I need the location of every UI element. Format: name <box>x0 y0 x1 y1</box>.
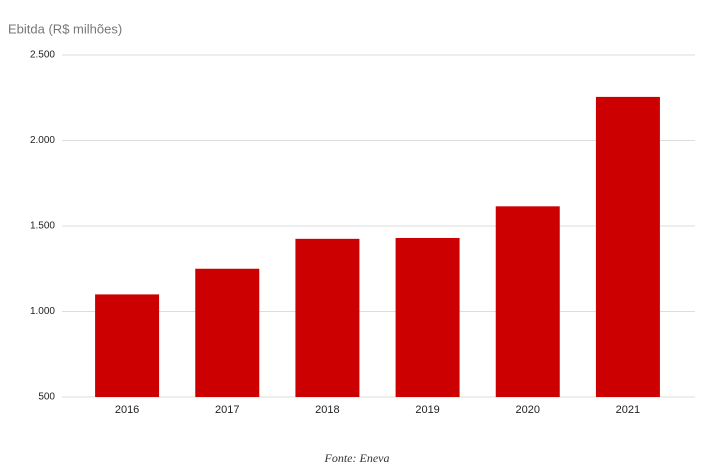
x-tick-label: 2017 <box>215 404 239 416</box>
x-tick-label: 2021 <box>616 404 640 416</box>
source-note: Fonte: Eneva <box>324 451 390 465</box>
bar <box>95 294 160 397</box>
y-tick-label: 2.500 <box>30 50 55 61</box>
y-tick-label: 500 <box>38 392 55 403</box>
x-tick-label: 2016 <box>115 404 139 416</box>
y-tick-label: 1.000 <box>30 306 55 317</box>
bar <box>195 268 260 397</box>
bar <box>595 96 660 398</box>
y-tick-label: 1.500 <box>30 221 55 232</box>
bar <box>295 238 360 397</box>
bar <box>395 237 460 397</box>
bar <box>495 206 560 397</box>
y-tick-label: 2.000 <box>30 135 55 146</box>
x-tick-label: 2018 <box>315 404 339 416</box>
x-tick-label: 2019 <box>415 404 439 416</box>
x-tick-label: 2020 <box>516 404 540 416</box>
chart-title: Ebitda (R$ milhões) <box>8 21 122 36</box>
